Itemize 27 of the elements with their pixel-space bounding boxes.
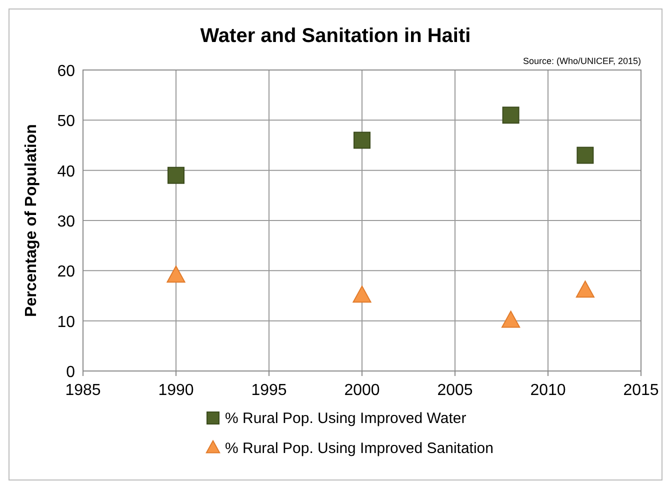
- y-tick-label: 0: [66, 364, 76, 381]
- x-tick-label: 1990: [158, 382, 194, 399]
- x-tick-label: 1995: [251, 382, 287, 399]
- y-tick-label: 20: [57, 264, 76, 281]
- x-tick-label: 2000: [344, 382, 380, 399]
- y-tick-label: 40: [57, 163, 76, 180]
- x-tick-label: 2005: [437, 382, 473, 399]
- chart-title: Water and Sanitation in Haiti: [200, 25, 471, 47]
- point: [168, 166, 184, 184]
- legend-label: % Rural Pop. Using Improved Water: [225, 410, 466, 427]
- point: [502, 310, 520, 328]
- point: [354, 132, 370, 149]
- y-tick-label: 60: [57, 63, 76, 80]
- y-axis-title: Percentage of Population: [23, 124, 40, 317]
- y-tick-label: 50: [57, 113, 76, 130]
- y-tick-label: 10: [57, 314, 76, 331]
- x-tick-label: 2015: [623, 382, 659, 399]
- x-tick-label: 2010: [530, 382, 566, 399]
- point: [576, 280, 594, 298]
- legend-label: % Rural Pop. Using Improved Sanitation: [225, 440, 494, 457]
- point: [166, 266, 186, 283]
- point: [502, 106, 520, 124]
- y-tick-label: 30: [57, 214, 76, 230]
- point: [352, 286, 372, 303]
- point: [576, 146, 594, 164]
- x-tick-label: 1985: [65, 382, 101, 399]
- source-note: Source: (Who/UNICEF, 2015): [522, 56, 641, 66]
